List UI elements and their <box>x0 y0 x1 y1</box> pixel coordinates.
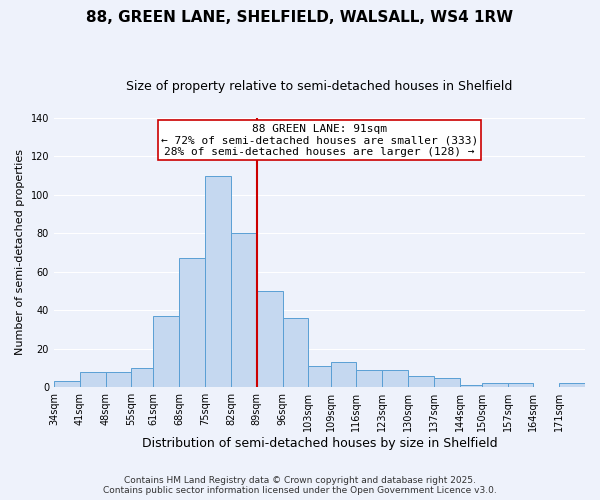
Bar <box>205 176 231 387</box>
X-axis label: Distribution of semi-detached houses by size in Shelfield: Distribution of semi-detached houses by … <box>142 437 497 450</box>
Text: Contains HM Land Registry data © Crown copyright and database right 2025.
Contai: Contains HM Land Registry data © Crown c… <box>103 476 497 495</box>
Bar <box>257 291 283 387</box>
Bar <box>508 384 533 387</box>
Y-axis label: Number of semi-detached properties: Number of semi-detached properties <box>15 150 25 356</box>
Bar <box>283 318 308 387</box>
Bar <box>154 316 179 387</box>
Text: 88, GREEN LANE, SHELFIELD, WALSALL, WS4 1RW: 88, GREEN LANE, SHELFIELD, WALSALL, WS4 … <box>86 10 514 25</box>
Bar <box>408 376 434 387</box>
Bar <box>308 366 331 387</box>
Bar <box>460 386 482 387</box>
Bar <box>54 382 80 387</box>
Text: 88 GREEN LANE: 91sqm
← 72% of semi-detached houses are smaller (333)
28% of semi: 88 GREEN LANE: 91sqm ← 72% of semi-detac… <box>161 124 478 157</box>
Bar <box>356 370 382 387</box>
Bar <box>434 378 460 387</box>
Bar <box>131 368 154 387</box>
Bar <box>482 384 508 387</box>
Bar <box>331 362 356 387</box>
Bar <box>106 372 131 387</box>
Bar <box>231 233 257 387</box>
Bar <box>382 370 408 387</box>
Bar <box>559 384 585 387</box>
Title: Size of property relative to semi-detached houses in Shelfield: Size of property relative to semi-detach… <box>126 80 512 93</box>
Bar <box>80 372 106 387</box>
Bar <box>179 258 205 387</box>
